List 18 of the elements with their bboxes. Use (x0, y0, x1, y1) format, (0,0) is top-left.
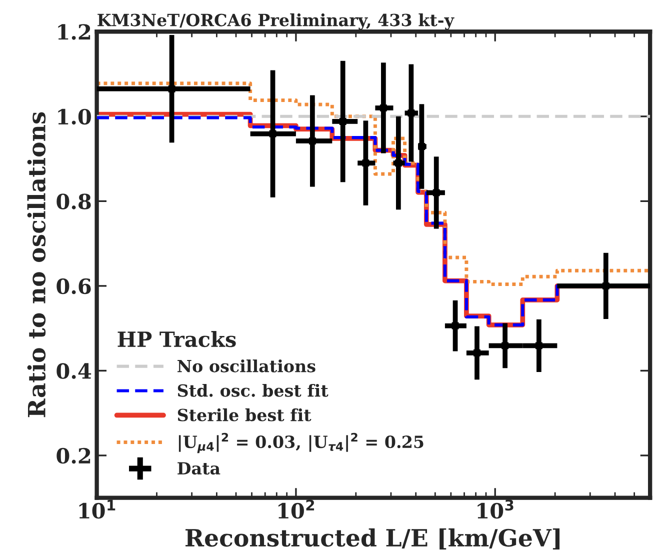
legend-label: Data (178, 462, 220, 475)
x-axis-title: Reconstructed L/E [km/GeV] (186, 528, 560, 550)
legend-label: Sterile best fit (178, 408, 312, 422)
legend-label: No oscillations (178, 359, 316, 372)
legend-title: HP Tracks (118, 330, 236, 348)
text: |U$_{μ4}$|$^{2}$ = 0.03, |U$_{τ4}$|$^{2}$ = 0.25 (178, 432, 424, 454)
y-tick-label: 0.2 (56, 448, 90, 464)
y-tick-label: 1.2 (58, 24, 90, 40)
x-tick-label: 10$^{1}$ (79, 500, 116, 519)
x-tick-label: 10$^{2}$ (278, 500, 314, 519)
y-tick-label: 0.8 (56, 194, 91, 210)
y-tick-label: 1.0 (58, 108, 91, 125)
legend-label: Std. osc. best fit (178, 384, 328, 397)
y-axis-title: Ratio to no oscillations (27, 112, 46, 418)
y-tick-label: 0.4 (56, 363, 92, 379)
chart-title: KM3NeT/ORCA6 Preliminary, 433 kt-y (98, 13, 454, 30)
x-tick-label: 10$^{3}$ (478, 500, 514, 519)
y-tick-label: 0.6 (56, 278, 91, 294)
